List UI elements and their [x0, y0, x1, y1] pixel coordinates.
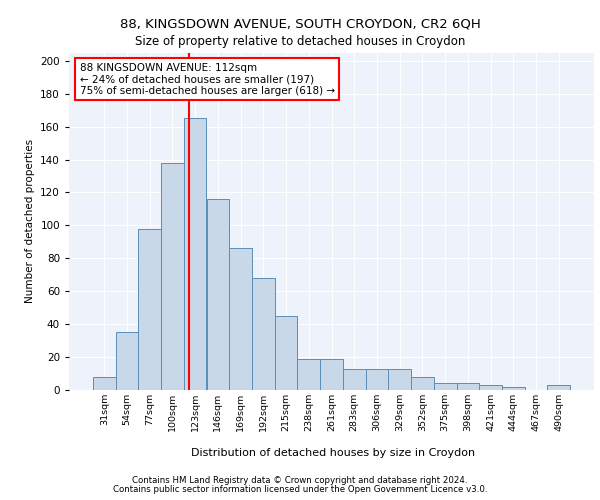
Bar — [93, 377, 116, 390]
Text: Distribution of detached houses by size in Croydon: Distribution of detached houses by size … — [191, 448, 475, 458]
Bar — [298, 358, 320, 390]
Bar — [411, 377, 434, 390]
Bar — [206, 199, 229, 390]
Text: 88 KINGSDOWN AVENUE: 112sqm
← 24% of detached houses are smaller (197)
75% of se: 88 KINGSDOWN AVENUE: 112sqm ← 24% of det… — [79, 62, 335, 96]
Bar — [320, 358, 343, 390]
Bar — [457, 384, 479, 390]
Text: Contains HM Land Registry data © Crown copyright and database right 2024.: Contains HM Land Registry data © Crown c… — [132, 476, 468, 485]
Y-axis label: Number of detached properties: Number of detached properties — [25, 139, 35, 304]
Bar — [434, 384, 457, 390]
Bar — [161, 163, 184, 390]
Bar — [388, 368, 411, 390]
Bar — [252, 278, 275, 390]
Bar — [479, 385, 502, 390]
Bar — [502, 386, 524, 390]
Bar — [116, 332, 139, 390]
Bar — [343, 368, 365, 390]
Bar — [365, 368, 388, 390]
Bar — [229, 248, 252, 390]
Bar — [139, 228, 161, 390]
Bar — [547, 385, 570, 390]
Bar — [275, 316, 298, 390]
Text: Contains public sector information licensed under the Open Government Licence v3: Contains public sector information licen… — [113, 485, 487, 494]
Text: Size of property relative to detached houses in Croydon: Size of property relative to detached ho… — [135, 35, 465, 48]
Bar — [184, 118, 206, 390]
Text: 88, KINGSDOWN AVENUE, SOUTH CROYDON, CR2 6QH: 88, KINGSDOWN AVENUE, SOUTH CROYDON, CR2… — [119, 18, 481, 30]
